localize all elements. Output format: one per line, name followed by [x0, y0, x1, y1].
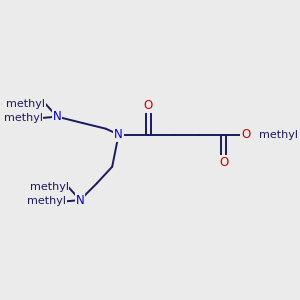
Text: methyl: methyl: [29, 182, 68, 192]
Text: methyl: methyl: [4, 113, 43, 123]
Text: O: O: [241, 128, 250, 141]
Text: methyl: methyl: [259, 130, 298, 140]
Text: N: N: [52, 110, 62, 123]
Text: O: O: [219, 156, 229, 169]
Text: methyl: methyl: [6, 99, 45, 109]
Text: N: N: [114, 128, 123, 141]
Text: N: N: [76, 194, 85, 207]
Text: O: O: [143, 99, 153, 112]
Text: methyl: methyl: [27, 196, 66, 206]
